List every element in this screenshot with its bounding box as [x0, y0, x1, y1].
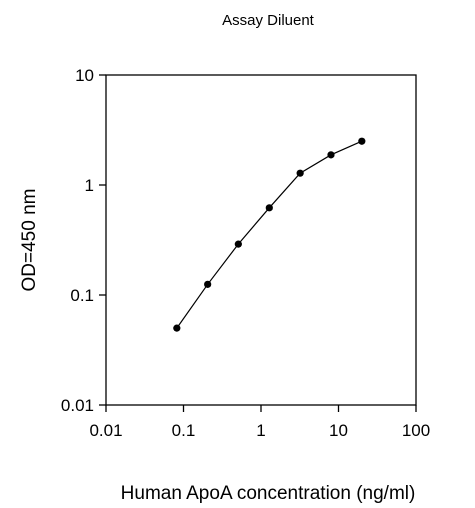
series-line	[176, 140, 363, 329]
y-tick-label: 0.01	[61, 396, 94, 415]
chart-title: Assay Diluent	[222, 12, 315, 29]
y-tick-label: 1	[85, 176, 94, 195]
x-tick-label: 0.01	[89, 421, 122, 440]
y-axis: 0.01 0.1 1 10	[61, 66, 106, 415]
x-tick-label: 0.1	[172, 421, 196, 440]
x-axis: 0.01 0.1 1 10 100	[89, 405, 430, 440]
y-tick-label: 10	[75, 66, 94, 85]
plot-frame	[105, 74, 417, 406]
data-point	[204, 280, 212, 288]
data-point	[265, 204, 273, 212]
data-point	[358, 137, 366, 145]
x-tick-label: 1	[256, 421, 265, 440]
data-point	[296, 169, 304, 177]
data-point	[173, 324, 181, 332]
x-axis-label: Human ApoA concentration (ng/ml)	[121, 483, 416, 504]
data-point	[327, 151, 335, 159]
y-tick-label: 0.1	[70, 286, 94, 305]
data-points	[173, 137, 366, 332]
data-point	[234, 240, 242, 248]
x-tick-label: 10	[329, 421, 348, 440]
y-axis-label: OD=450 nm	[19, 189, 40, 292]
x-tick-label: 100	[402, 421, 430, 440]
